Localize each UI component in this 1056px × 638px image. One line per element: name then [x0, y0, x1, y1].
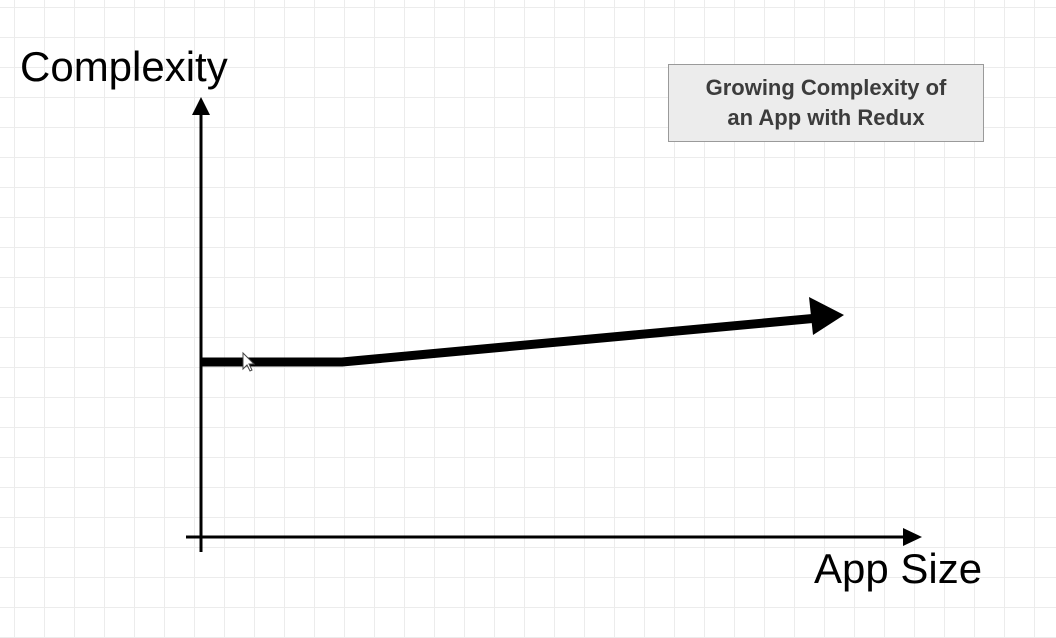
diagram-title-line-2: an App with Redux	[727, 105, 925, 130]
y-axis-arrowhead	[192, 97, 210, 115]
x-axis-arrowhead	[903, 528, 922, 546]
complexity-line-arrowhead	[809, 297, 844, 335]
diagram-title-line-1: Growing Complexity of	[705, 75, 947, 100]
complexity-line	[201, 313, 819, 367]
y-axis-label: Complexity	[20, 43, 228, 90]
diagram-title-box: Growing Complexity of an App with Redux	[668, 64, 984, 142]
x-axis-label: App Size	[814, 545, 983, 592]
mouse-pointer-icon	[242, 351, 256, 372]
